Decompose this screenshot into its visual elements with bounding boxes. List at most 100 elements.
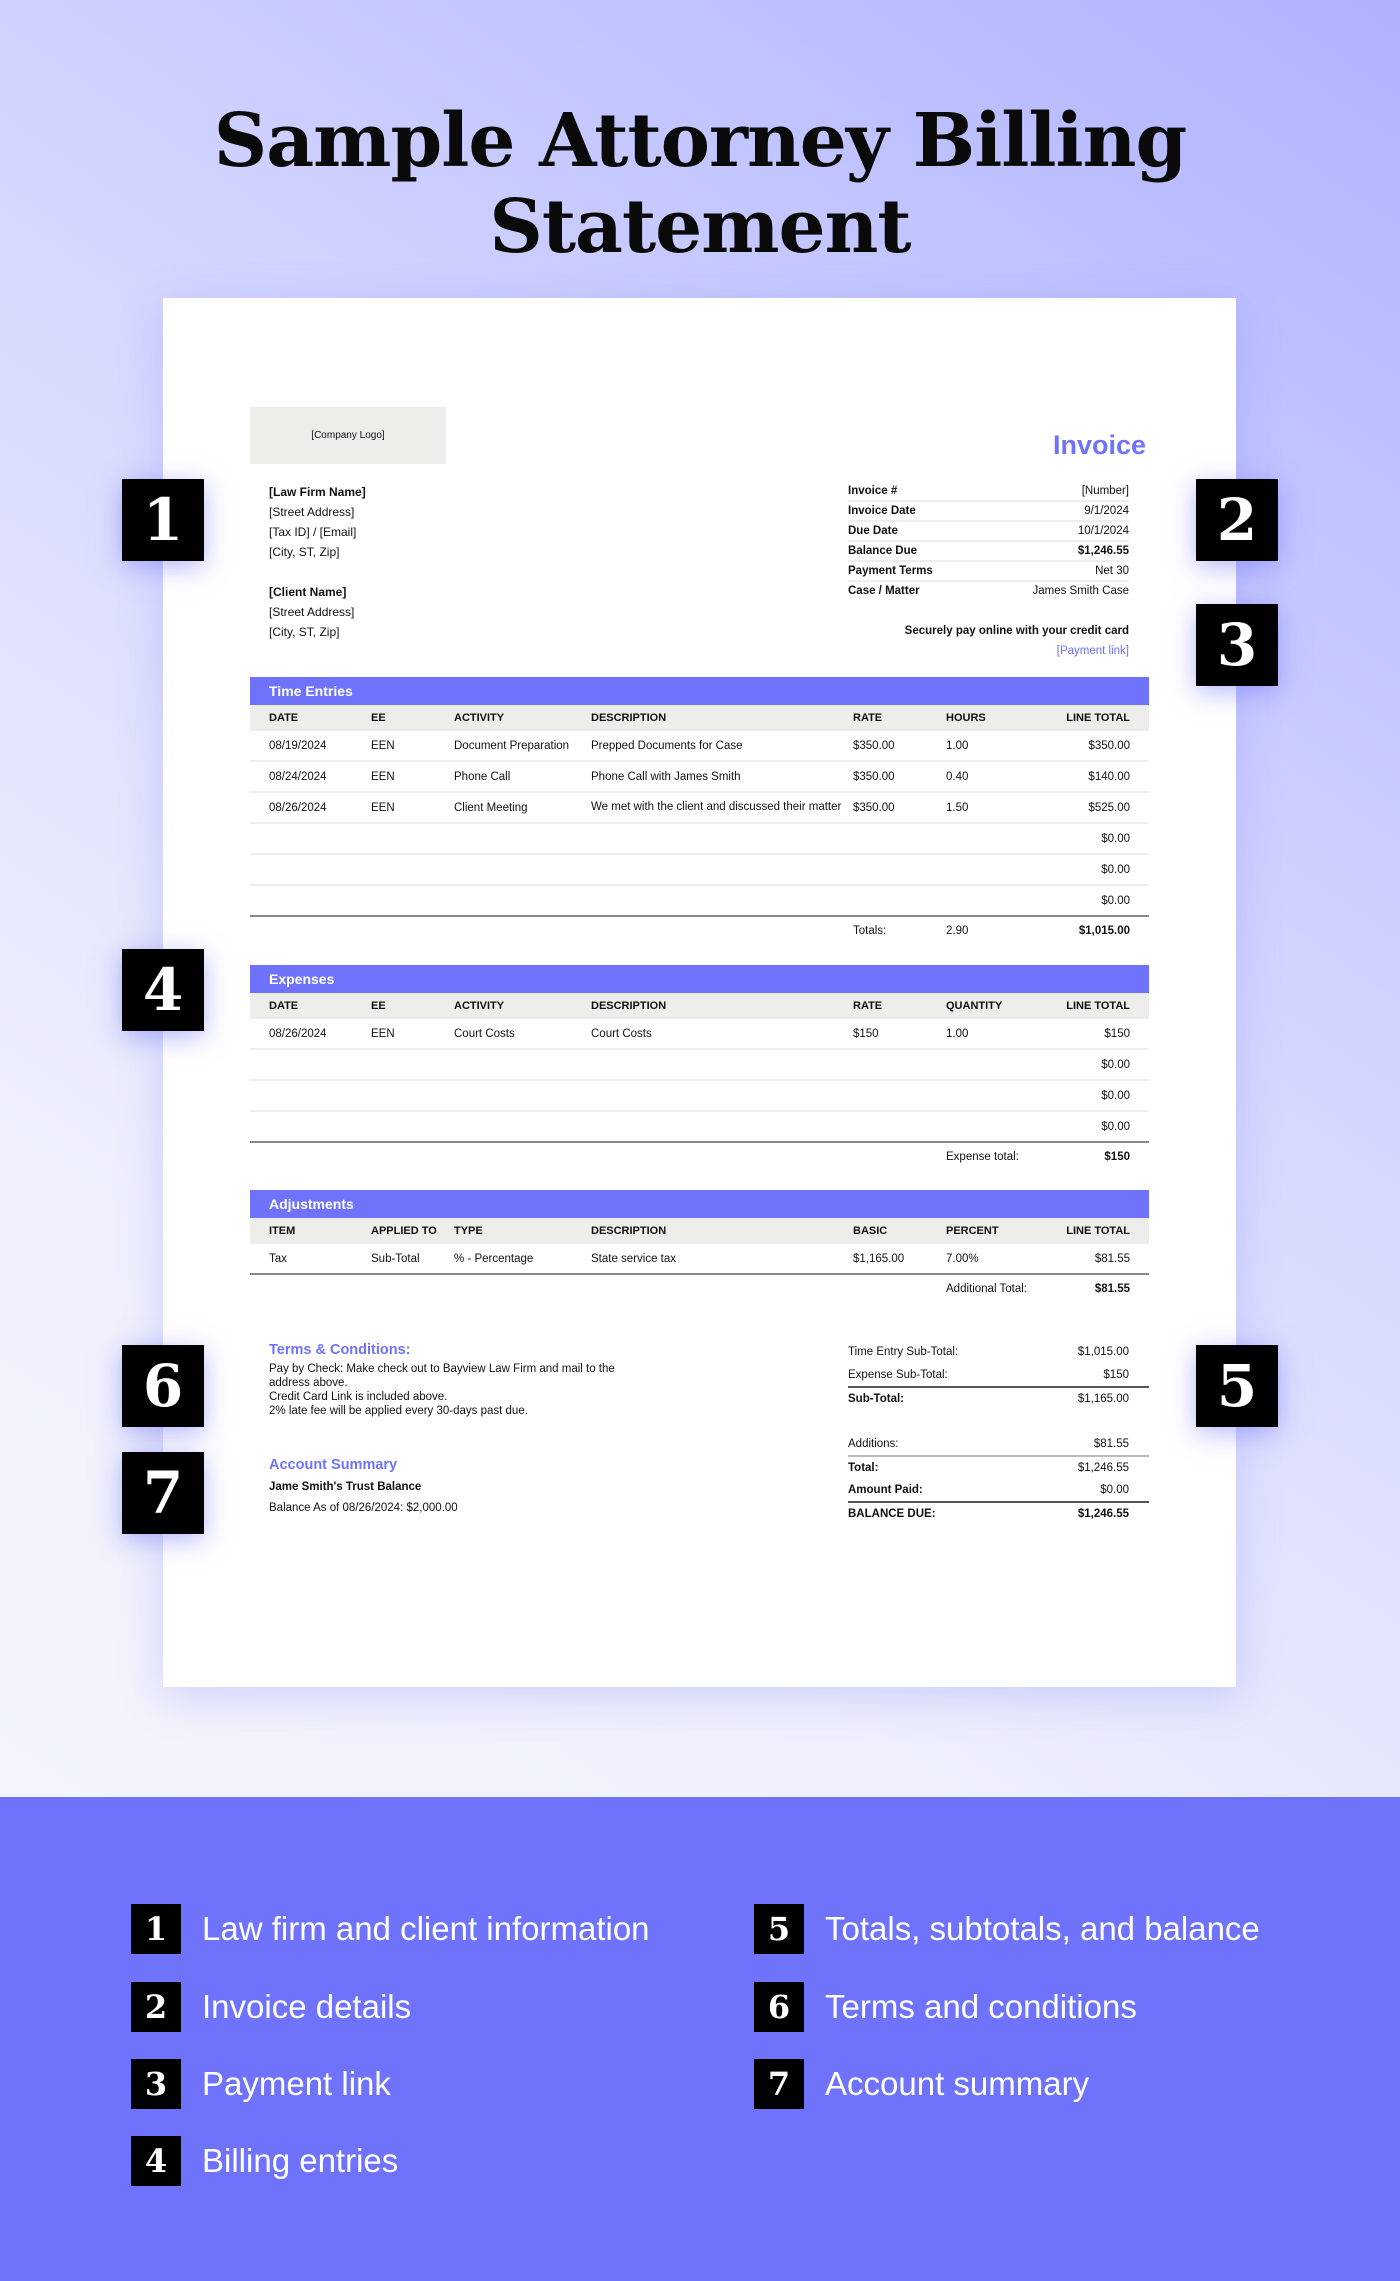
- column-header: QUANTITY: [946, 1000, 1003, 1012]
- legend-item: 7 Account summary: [754, 2059, 1089, 2109]
- header-row: ITEM APPLIED TO TYPE DESCRIPTION BASIC PERCEN…: [250, 1218, 1149, 1244]
- summary-label: Additions:: [848, 1437, 899, 1450]
- cell: EEN: [371, 770, 395, 783]
- meta-row: Balance Due $1,246.55: [848, 542, 1129, 562]
- badge-2: 2: [1196, 479, 1278, 561]
- cell: 08/26/2024: [269, 801, 327, 814]
- cell: $0.00: [1101, 863, 1130, 876]
- client-info: [Client Name] [Street Address] [City, ST…: [269, 582, 354, 642]
- cell: 1.50: [946, 801, 969, 814]
- summary-label: Total:: [848, 1461, 879, 1474]
- cell: $0.00: [1101, 1089, 1130, 1102]
- cell: $140.00: [1088, 770, 1130, 783]
- cell: 08/19/2024: [269, 739, 327, 752]
- totals-amount: $1,015.00: [1078, 925, 1130, 937]
- cell: Sub-Total: [371, 1252, 420, 1265]
- column-header: LINE TOTAL: [1066, 1000, 1130, 1012]
- meta-value: [Number]: [1081, 485, 1129, 497]
- column-header: APPLIED TO: [371, 1225, 437, 1237]
- column-header: LINE TOTAL: [1066, 712, 1130, 724]
- legend-item: 5 Totals, subtotals, and balance: [754, 1904, 1260, 1954]
- legend-item: 1 Law firm and client information: [131, 1904, 650, 1954]
- invoice-heading: Invoice: [1052, 430, 1146, 460]
- company-logo-placeholder: [Company Logo]: [250, 407, 446, 464]
- legend-number: 2: [131, 1982, 181, 2032]
- trust-balance-name: Jame Smith's Trust Balance: [269, 1481, 422, 1493]
- cell: $350.00: [1088, 739, 1130, 752]
- totals-amount: $81.55: [1094, 1283, 1130, 1295]
- totals-amount: $150: [1104, 1151, 1130, 1163]
- legend-item: 6 Terms and conditions: [754, 1982, 1137, 2032]
- totals-hours: 2.90: [946, 925, 969, 937]
- table-row: $0.00: [250, 1112, 1149, 1143]
- legend-text: Account summary: [825, 2065, 1090, 2102]
- meta-row: Invoice Date 9/1/2024: [848, 502, 1129, 522]
- badge-5: 5: [1196, 1345, 1278, 1427]
- terms-line: Pay by Check: Make check out to Bayview …: [269, 1363, 615, 1389]
- cell: $0.00: [1101, 832, 1130, 845]
- column-header: DATE: [269, 712, 299, 724]
- payment-link[interactable]: [Payment link]: [1056, 645, 1129, 657]
- cell: 08/24/2024: [269, 770, 327, 783]
- cell: $150: [1104, 1027, 1130, 1040]
- terms-line: 2% late fee will be applied every 30-day…: [269, 1405, 528, 1417]
- cell: $0.00: [1101, 1120, 1130, 1133]
- legend-text: Totals, subtotals, and balance: [825, 1910, 1260, 1947]
- cell: $0.00: [1101, 894, 1130, 907]
- legend-item: 4 Billing entries: [131, 2136, 398, 2186]
- firm-city: [City, ST, Zip]: [269, 545, 340, 559]
- client-name: [Client Name]: [269, 585, 347, 599]
- meta-label: Case / Matter: [848, 585, 920, 597]
- table-row: 08/26/2024 EEN Court Costs Court Costs $150 1…: [250, 1019, 1149, 1050]
- cell: EEN: [371, 1027, 395, 1040]
- meta-row: Case / Matter James Smith Case: [848, 582, 1129, 602]
- table-row: $0.00: [250, 1050, 1149, 1081]
- terms-line: Credit Card Link is included above.: [269, 1391, 448, 1403]
- cell: 1.00: [946, 739, 969, 752]
- meta-value: $1,246.55: [1077, 545, 1129, 557]
- summary-value: $1,246.55: [1077, 1461, 1129, 1474]
- column-header: DESCRIPTION: [591, 1225, 667, 1237]
- meta-label: Due Date: [848, 525, 898, 537]
- summary-label: Amount Paid:: [848, 1483, 923, 1496]
- column-header: DESCRIPTION: [591, 712, 667, 724]
- legend-text: Invoice details: [202, 1988, 412, 2025]
- cell: EEN: [371, 739, 395, 752]
- legend-text: Payment link: [202, 2065, 391, 2102]
- account-summary: Account Summary Jame Smith's Trust Balan…: [269, 1457, 458, 1514]
- cell: Phone Call with James Smith: [591, 770, 741, 783]
- client-city: [City, ST, Zip]: [269, 625, 340, 639]
- section-title: Expenses: [250, 965, 1149, 993]
- legend-item: 3 Payment link: [131, 2059, 391, 2109]
- meta-label: Payment Terms: [848, 565, 933, 577]
- column-header: LINE TOTAL: [1066, 1225, 1130, 1237]
- cell: EEN: [371, 801, 395, 814]
- summary-row: Time Entry Sub-Total: $1,015.00: [848, 1340, 1149, 1363]
- legend-number: 7: [754, 2059, 804, 2109]
- page-title: Sample Attorney Billing Statement: [213, 98, 1187, 270]
- legend-panel: [0, 1797, 1400, 2281]
- cell: Phone Call: [454, 770, 511, 783]
- cell: Tax: [269, 1252, 287, 1265]
- summary-row: Additions: $81.55: [848, 1432, 1149, 1455]
- column-header: DESCRIPTION: [591, 1000, 667, 1012]
- badge-1: 1: [122, 479, 204, 561]
- summary-row: Sub-Total: $1,165.00: [848, 1386, 1149, 1409]
- totals-row: Totals: 2.90 $1,015.00: [250, 917, 1149, 945]
- meta-label: Invoice Date: [848, 505, 916, 517]
- badge-6: 6: [122, 1345, 204, 1427]
- table-row: 08/19/2024 EEN Document Preparation Prepped…: [250, 731, 1149, 762]
- column-header: EE: [371, 1000, 386, 1012]
- summary-value: $1,246.55: [1077, 1507, 1129, 1520]
- cell: State service tax: [591, 1252, 677, 1265]
- badge-3: 3: [1196, 604, 1278, 686]
- cell: We met with the client and discussed the…: [591, 801, 842, 813]
- section-title: Time Entries: [250, 677, 1149, 705]
- totals-label: Additional Total:: [946, 1283, 1027, 1295]
- totals-row: Additional Total: $81.55: [250, 1275, 1149, 1303]
- meta-row: Payment Terms Net 30: [848, 562, 1129, 582]
- cell: $525.00: [1088, 801, 1130, 814]
- firm-info: [Law Firm Name] [Street Address] [Tax ID…: [269, 482, 366, 562]
- firm-name: [Law Firm Name]: [269, 485, 366, 499]
- firm-street: [Street Address]: [269, 505, 355, 519]
